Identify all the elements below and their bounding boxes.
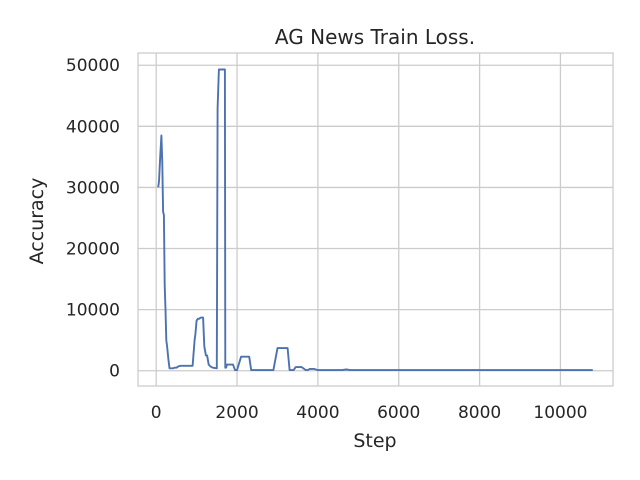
- y-tick-label: 50000: [66, 56, 120, 76]
- x-axis-label: Step: [353, 430, 396, 452]
- y-axis-label: Accuracy: [26, 178, 48, 265]
- plot-frame: [137, 52, 614, 387]
- x-tick-label: 8000: [458, 403, 501, 423]
- tick-layer: 0 2000 4000 6000 8000 10000 0 10000 20000 30000 40…: [66, 56, 588, 423]
- series-line: [157, 68, 593, 372]
- y-tick-label: 10000: [66, 301, 120, 321]
- x-tick-label: 4000: [296, 403, 339, 423]
- x-tick-label: 2000: [215, 403, 258, 423]
- y-tick-label: 20000: [66, 240, 120, 260]
- grid-layer: [138, 53, 613, 386]
- y-tick-label: 40000: [66, 117, 120, 137]
- x-tick-label: 0: [151, 403, 162, 423]
- y-tick-label: 30000: [66, 178, 120, 198]
- chart-title: AG News Train Loss.: [275, 25, 475, 49]
- x-tick-label: 6000: [377, 403, 420, 423]
- x-tick-label: 10000: [533, 403, 587, 423]
- series-layer: [157, 68, 593, 372]
- y-tick-label: 0: [109, 362, 120, 382]
